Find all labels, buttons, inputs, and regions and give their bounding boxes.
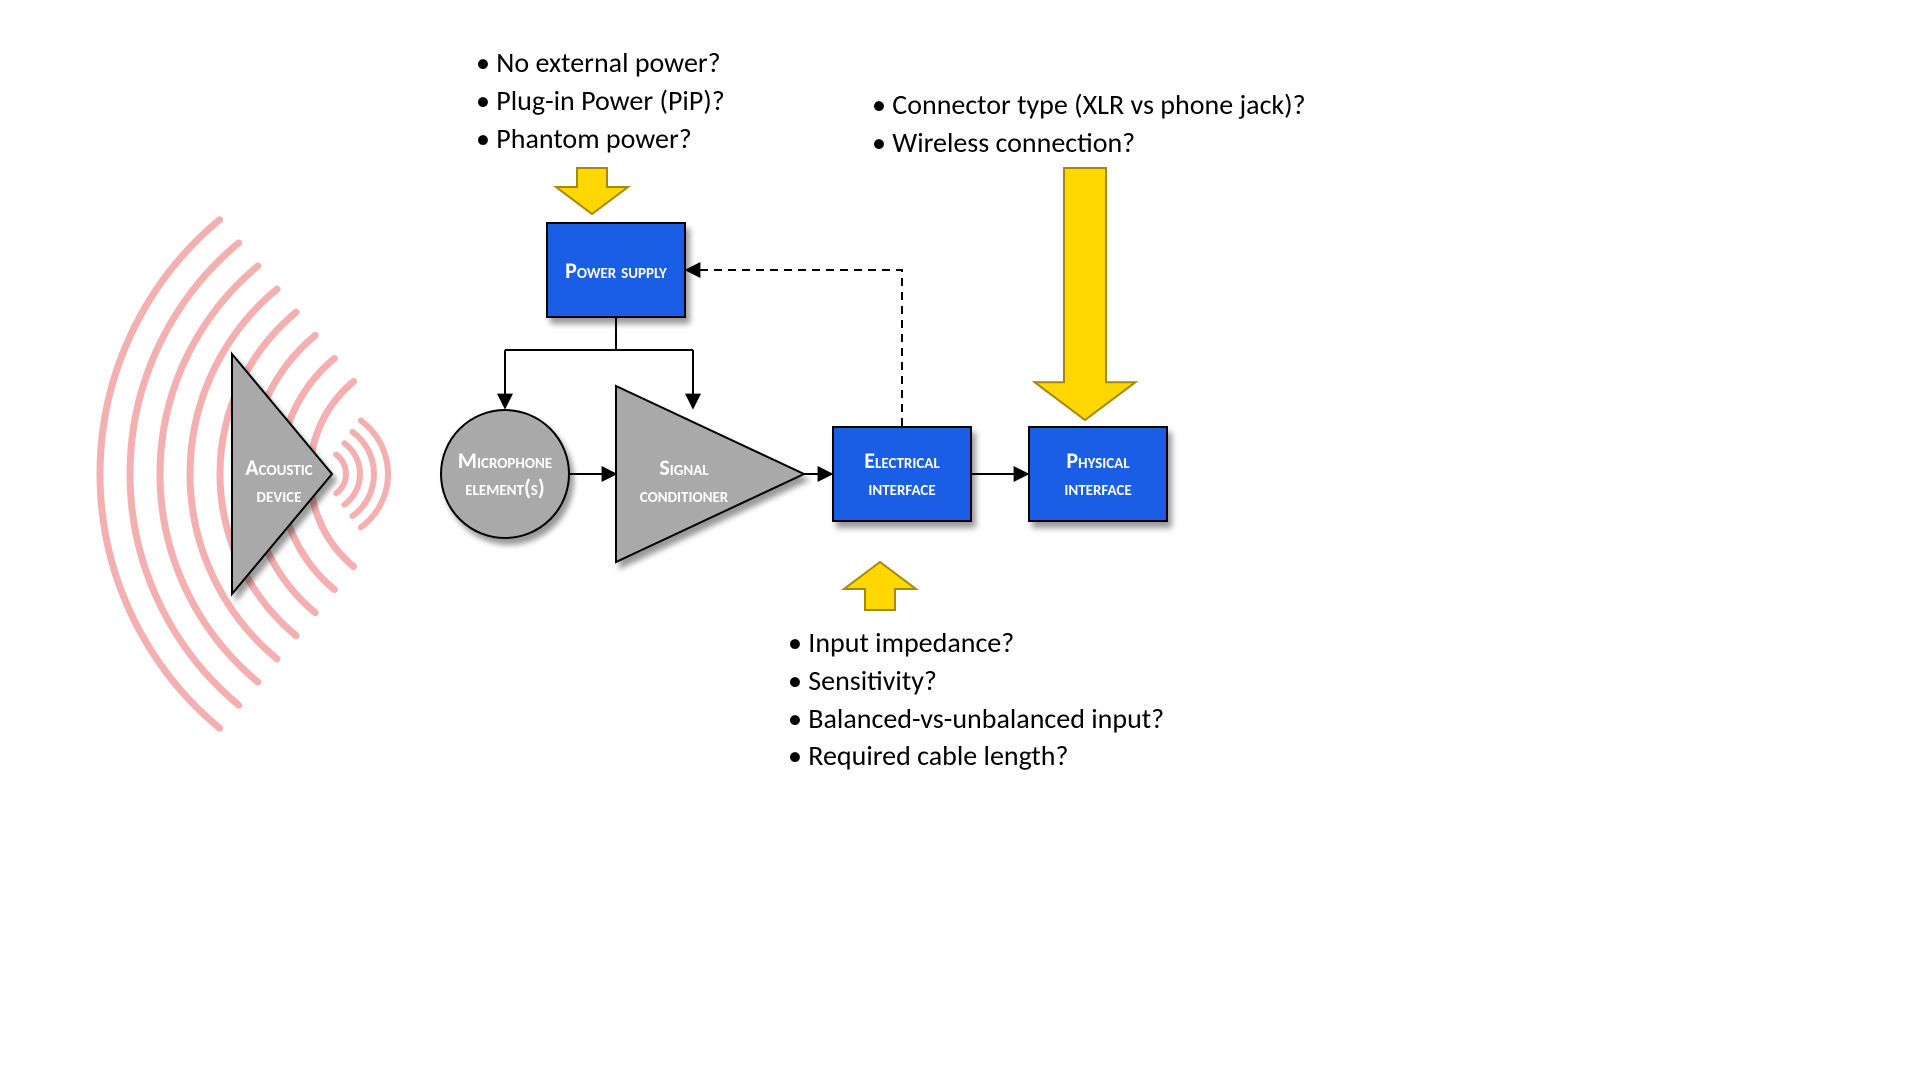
bullet-item: No external power? <box>476 44 725 82</box>
bullet-item: Input impedance? <box>788 624 1164 662</box>
power-questions-list: No external power?Plug-in Power (PiP)?Ph… <box>476 44 725 157</box>
bullet-item: Wireless connection? <box>872 124 1306 162</box>
bullet-item: Required cable length? <box>788 737 1164 775</box>
connectors <box>0 0 1920 1080</box>
bullet-item: Sensitivity? <box>788 662 1164 700</box>
bullet-item: Phantom power? <box>476 120 725 158</box>
bullet-item: Connector type (XLR vs phone jack)? <box>872 86 1306 124</box>
bullet-item: Plug-in Power (PiP)? <box>476 82 725 120</box>
connector-questions-list: Connector type (XLR vs phone jack)?Wirel… <box>872 86 1306 162</box>
bullet-item: Balanced-vs-unbalanced input? <box>788 700 1164 738</box>
microphone-signal-chain-diagram: Acoustic device Microphone element(s) Si… <box>0 0 1920 1080</box>
interface-questions-list: Input impedance?Sensitivity?Balanced-vs-… <box>788 624 1164 775</box>
